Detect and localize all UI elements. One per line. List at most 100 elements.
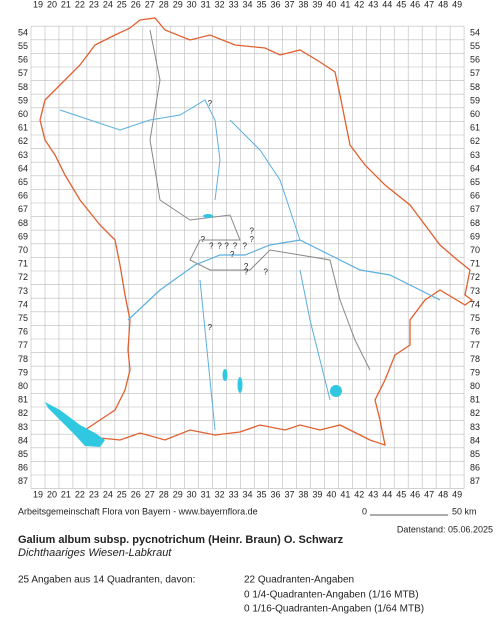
lake xyxy=(222,369,228,381)
column-label: 47 xyxy=(424,0,434,9)
column-label: 49 xyxy=(452,0,462,9)
column-label: 43 xyxy=(368,489,378,499)
row-label: 54 xyxy=(470,27,480,37)
row-label: 82 xyxy=(18,408,28,418)
uncertain-record: ? xyxy=(209,242,214,251)
row-label: 64 xyxy=(470,163,480,173)
row-label: 56 xyxy=(18,55,28,65)
column-label: 27 xyxy=(145,0,155,9)
row-label: 77 xyxy=(470,340,480,350)
row-label: 76 xyxy=(18,327,28,337)
column-label: 40 xyxy=(326,489,336,499)
uncertain-record: ? xyxy=(263,267,268,276)
column-label: 39 xyxy=(312,0,322,9)
column-label: 24 xyxy=(103,489,113,499)
column-label: 37 xyxy=(284,0,294,9)
column-label: 33 xyxy=(229,0,239,9)
row-label: 55 xyxy=(470,41,480,51)
row-label: 66 xyxy=(18,191,28,201)
column-label: 25 xyxy=(117,489,127,499)
row-label: 55 xyxy=(18,41,28,51)
row-label: 81 xyxy=(470,395,480,405)
row-label: 84 xyxy=(470,435,480,445)
row-label: 65 xyxy=(470,177,480,187)
column-label: 39 xyxy=(312,489,322,499)
summary: 25 Angaben aus 14 Quadranten, davon: xyxy=(18,575,195,586)
column-label: 35 xyxy=(257,489,267,499)
column-label: 38 xyxy=(298,489,308,499)
column-label: 47 xyxy=(424,489,434,499)
row-label: 79 xyxy=(470,367,480,377)
row-label: 80 xyxy=(18,381,28,391)
stat-line: 0 1/4-Quadranten-Angaben (1/16 MTB) xyxy=(244,590,419,601)
date: Datenstand: 05.06.2025 xyxy=(397,524,493,534)
column-label: 44 xyxy=(382,489,392,499)
column-label: 37 xyxy=(284,489,294,499)
column-label: 29 xyxy=(173,0,183,9)
lake xyxy=(203,214,213,218)
row-label: 79 xyxy=(18,367,28,377)
row-label: 74 xyxy=(18,299,28,309)
row-label: 86 xyxy=(18,463,28,473)
row-label: 68 xyxy=(18,218,28,228)
row-label: 85 xyxy=(18,449,28,459)
column-label: 34 xyxy=(243,0,253,9)
grid xyxy=(30,25,465,489)
row-label: 75 xyxy=(470,313,480,323)
river xyxy=(229,119,301,241)
column-label: 41 xyxy=(340,0,350,9)
column-label: 48 xyxy=(438,0,448,9)
column-label: 41 xyxy=(340,489,350,499)
subtitle: Dichthaariges Wiesen-Labkraut xyxy=(18,547,172,559)
row-label: 77 xyxy=(18,340,28,350)
row-label: 85 xyxy=(470,449,480,459)
row-label: 73 xyxy=(18,286,28,296)
title: Galium album subsp. pycnotrichum (Heinr.… xyxy=(18,534,344,546)
column-label: 20 xyxy=(47,489,57,499)
row-label: 78 xyxy=(18,354,28,364)
column-label: 31 xyxy=(201,0,211,9)
column-label: 43 xyxy=(368,0,378,9)
row-label: 60 xyxy=(18,109,28,119)
row-label: 71 xyxy=(18,259,28,269)
row-label: 56 xyxy=(470,55,480,65)
row-label: 59 xyxy=(470,95,480,105)
row-label: 76 xyxy=(470,327,480,337)
column-label: 36 xyxy=(270,489,280,499)
column-label: 28 xyxy=(159,0,169,9)
row-label: 59 xyxy=(18,95,28,105)
row-label: 67 xyxy=(18,204,28,214)
uncertain-record: ? xyxy=(233,242,238,251)
stat-line: 22 Quadranten-Angaben xyxy=(244,575,354,586)
row-label: 86 xyxy=(470,463,480,473)
district-border xyxy=(149,29,371,371)
row-label: 73 xyxy=(470,286,480,296)
row-label: 80 xyxy=(470,381,480,391)
column-label: 23 xyxy=(89,489,99,499)
column-label: 36 xyxy=(270,0,280,9)
column-label: 40 xyxy=(326,0,336,9)
column-label: 22 xyxy=(75,489,85,499)
column-label: 26 xyxy=(131,489,141,499)
column-label: 23 xyxy=(89,0,99,9)
column-label: 32 xyxy=(215,489,225,499)
uncertain-record: ? xyxy=(243,242,248,251)
row-label: 84 xyxy=(18,435,28,445)
row-label: 70 xyxy=(470,245,480,255)
column-label: 26 xyxy=(131,0,141,9)
credit: Arbeitsgemeinschaft Flora von Bayern - w… xyxy=(18,506,258,516)
column-label: 30 xyxy=(187,0,197,9)
row-label: 60 xyxy=(470,109,480,119)
row-label: 69 xyxy=(470,231,480,241)
lake-constance xyxy=(45,402,105,447)
uncertain-record: ? xyxy=(208,323,213,332)
row-label: 57 xyxy=(18,68,28,78)
lake xyxy=(237,377,243,393)
uncertain-record: ? xyxy=(250,227,255,236)
row-label: 87 xyxy=(18,476,28,486)
row-label: 68 xyxy=(470,218,480,228)
scale-start: 0 xyxy=(362,506,367,516)
river xyxy=(59,99,221,201)
column-label: 24 xyxy=(103,0,113,9)
row-label: 72 xyxy=(470,272,480,282)
